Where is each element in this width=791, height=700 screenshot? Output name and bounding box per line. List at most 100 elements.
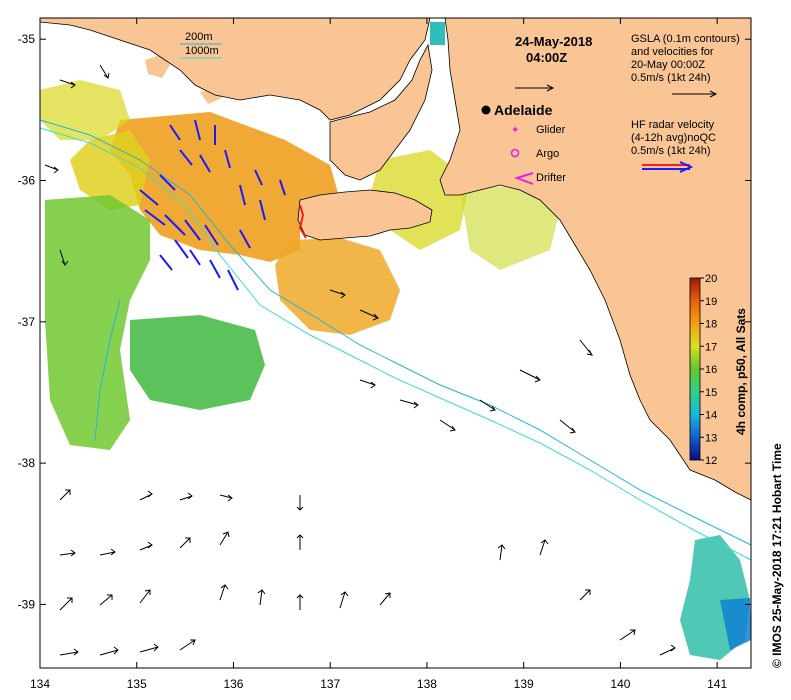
gsla-arrow bbox=[439, 419, 456, 432]
lon-tick-label: 137 bbox=[320, 677, 340, 691]
gsla-arrow bbox=[296, 534, 304, 550]
sst-patch-green-west bbox=[45, 195, 150, 450]
colorbar-tick-label: 13 bbox=[705, 432, 717, 444]
sst-patch-yellow-east bbox=[460, 185, 560, 270]
gsla-arrow bbox=[659, 644, 676, 656]
colorbar-tick-label: 18 bbox=[705, 319, 717, 331]
hf-radar-arrow bbox=[194, 119, 201, 141]
sst-patch-orange-central bbox=[275, 238, 400, 335]
lat-tick-label: -38 bbox=[18, 456, 36, 470]
gsla-arrow bbox=[99, 646, 119, 656]
coastline-yorke bbox=[329, 43, 433, 181]
credit-text: © IMOS 25-May-2018 17:21 Hobart Time bbox=[770, 443, 784, 668]
hf-radar-arrow bbox=[224, 149, 231, 169]
gsla-arrow bbox=[479, 399, 496, 412]
gsla-arrow bbox=[59, 249, 69, 266]
hf-radar-arrow bbox=[204, 224, 219, 246]
gsla-arrow bbox=[139, 589, 151, 604]
hf-radar-legend: HF radar velocity (4-12h avg)noQC 0.5m/s… bbox=[631, 119, 716, 173]
isobath-200m-line bbox=[39, 119, 752, 546]
hf-radar-arrow bbox=[164, 214, 186, 236]
gsla-arrow bbox=[497, 544, 506, 561]
glider-label: Glider bbox=[536, 124, 566, 136]
lon-tick-label: 141 bbox=[707, 677, 727, 691]
gsla-arrow bbox=[139, 643, 159, 653]
colorbar-tick-label: 14 bbox=[705, 410, 717, 422]
gsla-arrow bbox=[329, 289, 346, 299]
latitude-axis: -35 -36 -37 -38 -39 bbox=[18, 32, 751, 611]
gsla-legend-line1: GSLA (0.1m contours) bbox=[631, 33, 740, 45]
land-layer bbox=[40, 18, 751, 500]
lon-tick-label: 135 bbox=[127, 677, 147, 691]
map-time-title: 04:00Z bbox=[526, 50, 567, 65]
gsla-arrow bbox=[59, 597, 73, 611]
sst-patch-cyan-north bbox=[430, 22, 445, 45]
hf-radar-arrow bbox=[239, 184, 246, 206]
gsla-arrow bbox=[59, 549, 76, 557]
land-yorke-peninsula bbox=[330, 45, 432, 180]
isobath-200m-label: 200m bbox=[185, 31, 213, 43]
hf-radar-arrow bbox=[169, 124, 181, 141]
isobath-layer bbox=[39, 119, 752, 561]
colorbar-tick-label: 20 bbox=[705, 273, 717, 285]
argo-label: Argo bbox=[536, 148, 559, 160]
argo-symbol bbox=[510, 148, 520, 158]
lon-tick-label: 140 bbox=[610, 677, 630, 691]
hf-radar-arrows bbox=[139, 119, 286, 291]
gsla-arrow bbox=[179, 537, 191, 549]
sst-patch-blue-southeast bbox=[720, 598, 751, 650]
hf-radar-arrow bbox=[259, 199, 266, 221]
colorbar-tick-label: 19 bbox=[705, 296, 717, 308]
colorbar-tick-label: 17 bbox=[705, 341, 717, 353]
isobath-shelf-west bbox=[94, 299, 121, 441]
isobath-1000m-line bbox=[39, 127, 752, 561]
gsla-arrow bbox=[359, 309, 379, 321]
gsla-arrow bbox=[219, 494, 233, 502]
hf-radar-arrow bbox=[144, 209, 166, 226]
gsla-arrow bbox=[99, 548, 116, 556]
lon-tick-label: 138 bbox=[417, 677, 437, 691]
gsla-arrow bbox=[139, 490, 153, 501]
hf-legend-line3: 0.5m/s (1kt 24h) bbox=[631, 145, 710, 157]
gsla-arrow bbox=[99, 64, 110, 79]
land-small-islands bbox=[145, 55, 222, 104]
gsla-arrow bbox=[257, 589, 266, 606]
gsla-arrow bbox=[59, 648, 79, 656]
longitude-axis: 134 135 136 137 138 139 140 141 bbox=[30, 18, 727, 691]
gsla-arrow bbox=[559, 419, 576, 434]
gsla-arrow bbox=[296, 495, 304, 511]
hf-radar-arrow bbox=[174, 239, 189, 259]
hf-radar-arrow bbox=[139, 189, 159, 206]
lat-tick-label: -35 bbox=[18, 32, 36, 46]
gsla-arrow bbox=[219, 531, 230, 546]
lat-tick-label: -36 bbox=[18, 174, 36, 188]
gsla-legend-line4: 0.5m/s (1kt 24h) bbox=[631, 72, 710, 84]
isobath-1000m-label: 1000m bbox=[185, 45, 219, 57]
lat-tick-label: -37 bbox=[18, 315, 36, 329]
hf-radar-arrow bbox=[254, 169, 263, 186]
isobath-legend: 200m 1000m bbox=[180, 31, 222, 59]
gsla-arrow bbox=[296, 594, 304, 610]
gsla-arrow bbox=[44, 164, 59, 174]
drifter-label: Drifter bbox=[536, 172, 566, 184]
hf-legend-line2: (4-12h avg)noQC bbox=[631, 132, 716, 144]
gsla-legend: GSLA (0.1m contours) and velocities for … bbox=[631, 33, 740, 98]
gsla-arrows bbox=[44, 64, 676, 656]
gsla-arrow bbox=[399, 399, 419, 409]
gsla-arrow bbox=[179, 492, 193, 501]
gsla-legend-line3: 20-May 00:00Z bbox=[631, 59, 705, 71]
lon-tick-label: 136 bbox=[223, 677, 243, 691]
colorbar-tick-label: 12 bbox=[705, 455, 717, 467]
gsla-arrow bbox=[379, 592, 391, 606]
land-eyre-peninsula bbox=[40, 18, 430, 120]
hf-scale-arrowhead bbox=[679, 161, 694, 173]
hf-radar-arrow bbox=[279, 179, 286, 196]
colorbar bbox=[689, 277, 701, 461]
gsla-arrow bbox=[539, 539, 549, 556]
glider-symbol: ✦ bbox=[511, 125, 519, 136]
sst-patch-yellow-north bbox=[70, 130, 150, 210]
sst-layer bbox=[40, 20, 751, 660]
hf-radar-arrow bbox=[239, 229, 251, 249]
colorbar-label: 4h comp, p50, All Sats bbox=[734, 308, 748, 435]
hf-radar-arrow bbox=[199, 154, 211, 173]
